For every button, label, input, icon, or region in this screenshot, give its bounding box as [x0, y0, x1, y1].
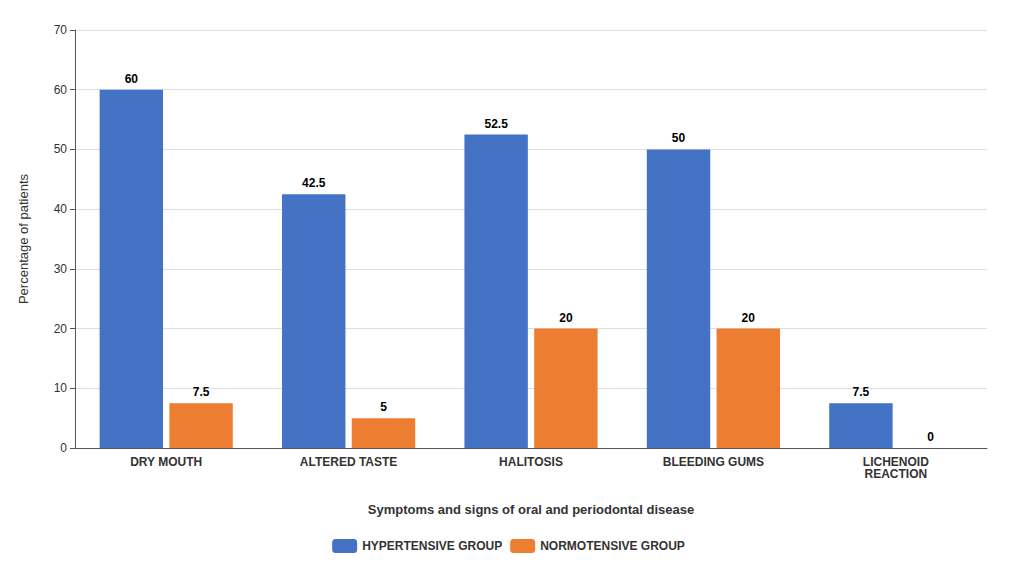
- svg-text:20: 20: [54, 322, 68, 336]
- svg-text:60: 60: [54, 83, 68, 97]
- svg-text:7.5: 7.5: [853, 385, 870, 399]
- svg-text:7.5: 7.5: [193, 385, 210, 399]
- svg-text:LICHENOID: LICHENOID: [862, 455, 929, 469]
- svg-text:42.5: 42.5: [302, 176, 326, 190]
- svg-text:30: 30: [54, 262, 68, 276]
- svg-text:60: 60: [125, 72, 139, 86]
- svg-text:DRY MOUTH: DRY MOUTH: [130, 455, 202, 469]
- svg-text:HALITOSIS: HALITOSIS: [499, 455, 563, 469]
- svg-text:50: 50: [54, 142, 68, 156]
- svg-text:20: 20: [559, 311, 573, 325]
- svg-text:70: 70: [54, 23, 68, 37]
- svg-text:40: 40: [54, 202, 68, 216]
- svg-text:BLEEDING GUMS: BLEEDING GUMS: [663, 455, 764, 469]
- svg-text:10: 10: [54, 381, 68, 395]
- svg-text:50: 50: [672, 131, 686, 145]
- svg-text:0: 0: [927, 430, 934, 444]
- svg-text:20: 20: [742, 311, 756, 325]
- svg-text:NORMOTENSIVE GROUP: NORMOTENSIVE GROUP: [540, 539, 685, 553]
- svg-text:52.5: 52.5: [484, 117, 508, 131]
- svg-text:HYPERTENSIVE GROUP: HYPERTENSIVE GROUP: [362, 539, 502, 553]
- svg-text:ALTERED TASTE: ALTERED TASTE: [300, 455, 398, 469]
- svg-text:0: 0: [60, 441, 67, 455]
- svg-text:Percentage of patients: Percentage of patients: [16, 173, 31, 304]
- svg-text:Symptoms and signs of oral and: Symptoms and signs of oral and periodont…: [368, 502, 695, 517]
- svg-text:5: 5: [380, 400, 387, 414]
- svg-text:REACTION: REACTION: [864, 467, 927, 481]
